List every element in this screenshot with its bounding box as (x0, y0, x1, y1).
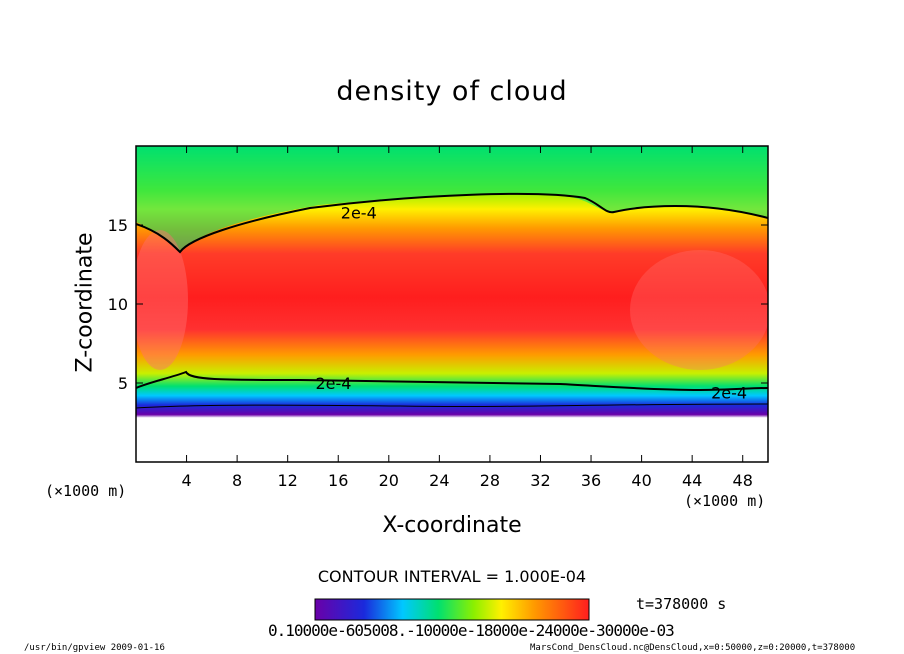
contour-labels: 2e-4 2e-4 2e-4 (315, 203, 747, 402)
density-top-edge (136, 146, 768, 252)
density-bottom-edge (136, 428, 768, 462)
x-tick-label: 24 (429, 471, 449, 490)
x-unit-left: (×1000 m) (45, 482, 127, 500)
contour-upper (136, 192, 768, 254)
y-tick-label: 15 (108, 216, 128, 235)
y-tick-label: 10 (108, 295, 128, 314)
y-ticks: 5 10 15 (108, 216, 768, 393)
footer-left: /usr/bin/gpview 2009-01-16 (24, 643, 165, 653)
colorbar (314, 598, 590, 621)
x-tick-label: 12 (278, 471, 298, 490)
x-tick-label: 32 (530, 471, 550, 490)
x-tick-label: 8 (232, 471, 242, 490)
contour-lower-inner (136, 403, 768, 409)
contour-label: 2e-4 (315, 374, 351, 393)
contour-label: 2e-4 (341, 203, 377, 222)
x-tick-label: 4 (181, 471, 191, 490)
chart-title: density of cloud (336, 76, 568, 107)
x-tick-label: 48 (733, 471, 753, 490)
contour-lower (136, 370, 768, 392)
x-tick-label: 28 (480, 471, 500, 490)
contour-interval: CONTOUR INTERVAL = 1.000E-04 (317, 567, 587, 586)
x-tick-label: 44 (682, 471, 702, 490)
time-label: t=378000 s (636, 595, 727, 613)
x-tick-label: 40 (631, 471, 651, 490)
x-tick-label: 20 (379, 471, 399, 490)
x-axis-label: X-coordinate (382, 513, 522, 538)
x-unit-right: (×1000 m) (684, 492, 766, 510)
y-tick-label: 5 (118, 374, 128, 393)
left-plume (136, 230, 188, 370)
x-tick-label: 36 (581, 471, 601, 490)
colorbar-labels: 0.10000e-605008.-10000e-18000e-24000e-30… (268, 621, 675, 640)
x-tick-label: 16 (328, 471, 348, 490)
footer-right: MarsCond_DensCloud.nc@DensCloud,x=0:5000… (530, 643, 856, 653)
right-plume (630, 250, 768, 370)
contour-label: 2e-4 (711, 383, 747, 402)
y-axis-label: Z-coordinate (72, 232, 98, 373)
x-ticks: 4 8 12 16 20 24 28 32 36 40 44 48 (181, 146, 753, 490)
